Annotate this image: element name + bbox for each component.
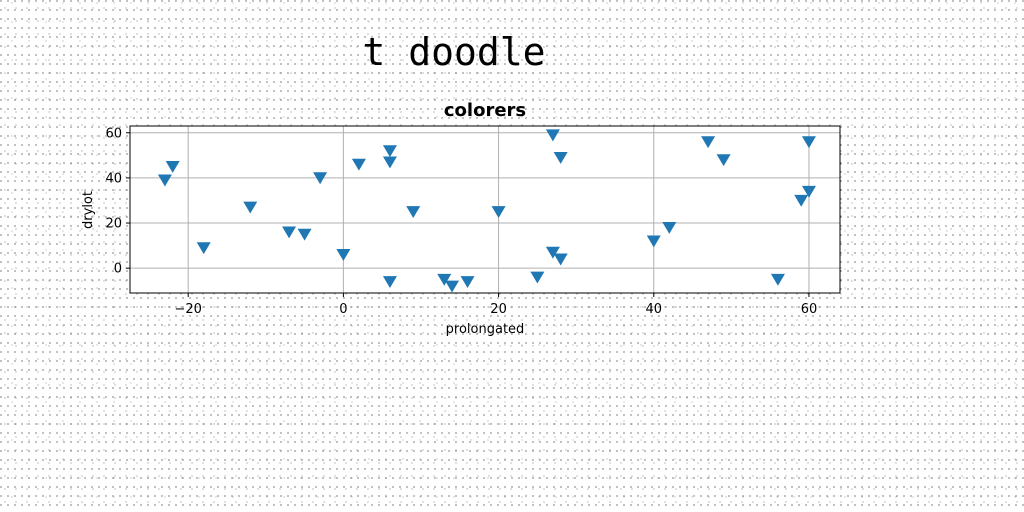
chart-title: colorers: [444, 100, 526, 121]
x-axis-ticks: −20 0 20 40 60: [174, 293, 817, 317]
data-point-marker: [716, 154, 731, 167]
data-point-marker: [794, 194, 809, 207]
data-point-marker: [801, 136, 816, 149]
data-point-marker: [336, 249, 351, 261]
data-point-marker: [545, 246, 560, 259]
page-title: t doodle: [362, 30, 546, 74]
data-point-marker: [553, 151, 568, 164]
y-tick-label: 60: [105, 126, 122, 141]
data-point-marker: [662, 221, 677, 234]
x-axis-label: prolongated: [446, 322, 525, 337]
y-tick-label: 40: [105, 171, 122, 186]
data-point-marker: [646, 235, 661, 248]
data-point-marker: [491, 206, 506, 219]
x-tick-label: 40: [645, 302, 662, 317]
data-point-marker: [530, 271, 545, 284]
x-tick-label: 20: [490, 302, 507, 317]
data-point-marker: [351, 158, 366, 171]
data-point-marker: [196, 242, 211, 255]
data-point-marker: [445, 280, 460, 293]
data-point-marker: [801, 185, 816, 198]
data-point-marker: [701, 136, 716, 149]
data-point-marker: [770, 273, 785, 286]
data-point-marker: [382, 156, 397, 169]
data-point-marker: [460, 276, 475, 289]
data-point-marker: [282, 226, 297, 239]
data-points: [157, 129, 816, 293]
plot-frame: [129, 125, 841, 294]
data-point-marker: [553, 253, 568, 266]
y-tick-label: 0: [114, 262, 122, 277]
data-point-marker: [437, 273, 452, 286]
x-tick-label: −20: [174, 302, 201, 317]
x-tick-label: 0: [339, 302, 347, 317]
data-point-marker: [297, 228, 312, 241]
y-axis-label: drylot: [81, 191, 96, 229]
x-tick-label: 60: [801, 302, 818, 317]
data-point-marker: [243, 201, 258, 214]
y-axis-ticks: 0 20 40 60: [105, 126, 130, 277]
data-point-marker: [165, 161, 180, 173]
y-tick-label: 20: [105, 217, 122, 232]
data-point-marker: [545, 129, 560, 142]
data-point-marker: [313, 172, 328, 185]
grid-lines: [130, 126, 840, 293]
data-point-marker: [382, 145, 397, 158]
data-point-marker: [382, 276, 397, 289]
data-point-marker: [157, 174, 172, 187]
data-point-marker: [406, 206, 421, 219]
